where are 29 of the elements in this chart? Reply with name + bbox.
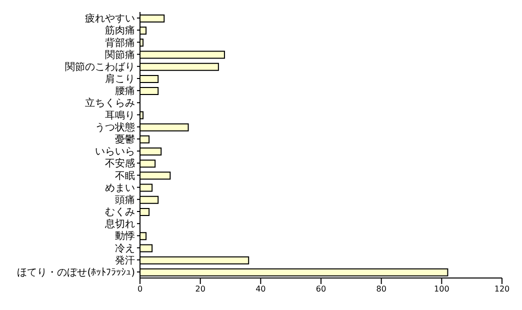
y-tick-label: 憂鬱	[115, 134, 135, 146]
y-tick-label: 腰痛	[115, 85, 135, 98]
x-tick-label: 40	[256, 284, 266, 294]
y-tick-label: 発汗	[115, 254, 135, 266]
x-tick-label: 0	[137, 284, 143, 294]
y-tick-label: 息切れ	[104, 218, 135, 230]
y-tick-label: 疲れやすい	[85, 12, 135, 25]
y-tick-label: 筋肉痛	[105, 24, 135, 37]
x-tick-label: 100	[434, 284, 450, 294]
y-tick-label: 関節のこわばり	[65, 62, 135, 73]
x-tick-label: 20	[195, 284, 206, 294]
x-tick-label: 60	[316, 284, 326, 294]
y-tick-label: 肩こり	[105, 73, 135, 86]
y-tick-label: ほてり・のぼせ(ﾎｯﾄﾌﾗｯｼｭ)	[17, 268, 136, 279]
y-tick-label: 背部痛	[105, 36, 135, 49]
y-tick-label: 不眠	[115, 170, 135, 182]
x-tick-label: 80	[376, 284, 386, 294]
y-tick-label: 冷え	[115, 242, 135, 254]
y-tick-label: 立ちくらみ	[85, 97, 135, 110]
y-tick-label: 動悸	[115, 230, 135, 242]
y-tick-label: 耳鳴り	[105, 109, 135, 122]
y-tick-label: 不安感	[105, 158, 135, 170]
y-tick-label: うつ状態	[95, 121, 135, 134]
y-tick-label: めまい	[105, 182, 135, 194]
y-tick-label: 頭痛	[115, 194, 135, 206]
y-tick-label: 関節痛	[105, 48, 135, 61]
x-tick-label: 120	[494, 284, 510, 294]
y-tick-label: いらいら	[95, 146, 135, 158]
y-tick-label: むくみ	[105, 207, 135, 218]
